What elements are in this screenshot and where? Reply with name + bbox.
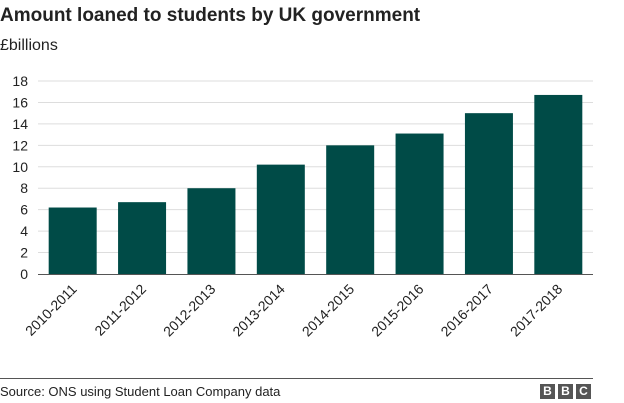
bbc-logo-letter: B <box>540 384 555 399</box>
chart-subtitle: £billions <box>0 37 58 54</box>
bar <box>395 133 444 274</box>
y-tick-label: 4 <box>20 223 28 239</box>
y-tick-label: 10 <box>12 159 28 175</box>
x-tick-label: 2012-2013 <box>160 281 219 340</box>
x-tick-label: 2013-2014 <box>229 281 288 340</box>
y-tick-label: 8 <box>20 180 28 196</box>
bar <box>534 94 583 274</box>
x-tick-label: 2016-2017 <box>437 281 496 340</box>
x-tick-label: 2017-2018 <box>507 281 566 340</box>
source-note: Source: ONS using Student Loan Company d… <box>0 384 281 399</box>
bar <box>48 207 97 274</box>
footer-divider <box>0 378 593 379</box>
bar <box>187 188 236 274</box>
x-axis-ticks: 2010-2011 2011-2012 2012-2013 2013-2014 2014… <box>22 281 566 340</box>
y-tick-label: 12 <box>12 137 28 153</box>
chart-title: Amount loaned to students by UK governme… <box>0 5 421 26</box>
y-tick-label: 18 <box>12 73 28 89</box>
bar <box>256 164 305 274</box>
bbc-logo: B B C <box>540 384 591 399</box>
x-tick-label: 2014-2015 <box>299 281 358 340</box>
y-tick-label: 0 <box>20 266 28 282</box>
bbc-logo-letter: C <box>576 384 591 399</box>
y-axis-ticks: 0 2 4 6 8 10 12 14 16 18 <box>12 73 28 282</box>
x-tick-label: 2010-2011 <box>22 281 80 339</box>
bar <box>118 202 167 274</box>
bbc-logo-letter: B <box>558 384 573 399</box>
y-tick-label: 2 <box>20 245 28 261</box>
y-tick-label: 14 <box>12 116 28 132</box>
bar <box>326 145 375 274</box>
y-tick-label: 16 <box>12 94 28 110</box>
x-tick-label: 2011-2012 <box>91 281 149 339</box>
bars <box>48 94 583 275</box>
bar <box>464 113 513 275</box>
x-tick-label: 2015-2016 <box>368 281 427 340</box>
bar-chart: 0 2 4 6 8 10 12 14 16 18 2010-2011 2011-2012 2012-2… <box>12 73 593 340</box>
y-tick-label: 6 <box>20 202 28 218</box>
